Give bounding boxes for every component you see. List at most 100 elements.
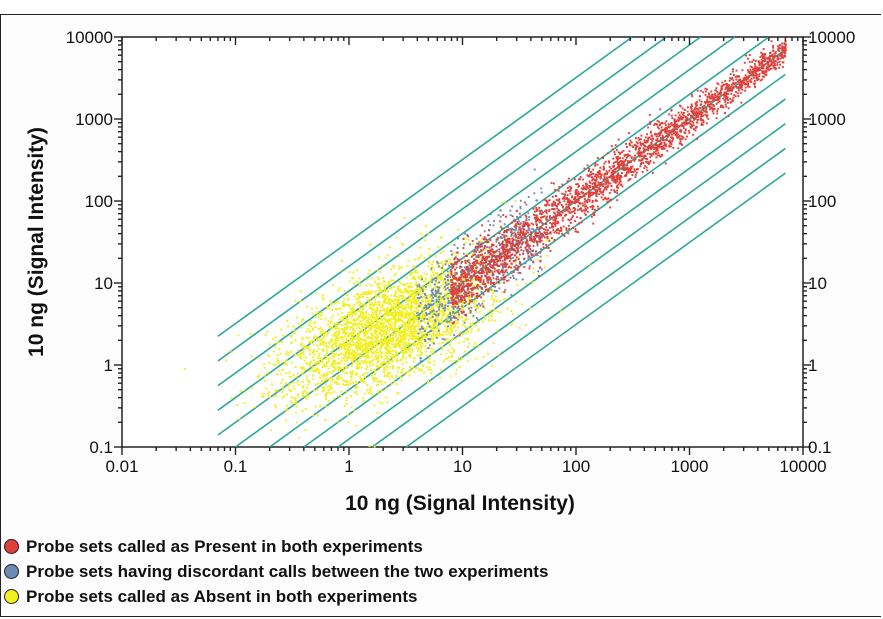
absent-point (357, 315, 360, 317)
present-point (458, 334, 461, 337)
absent-point (428, 319, 431, 322)
discordant-point (497, 269, 500, 271)
absent-point (364, 343, 367, 346)
absent-point (387, 312, 389, 315)
absent-point (290, 334, 293, 337)
absent-point (396, 360, 398, 363)
absent-point (394, 321, 397, 324)
absent-point (402, 353, 405, 356)
discordant-point (499, 236, 502, 239)
absent-point (382, 326, 385, 329)
absent-point (355, 366, 358, 369)
absent-point (318, 372, 321, 375)
present-point (610, 198, 612, 201)
absent-point (317, 356, 319, 359)
present-point (478, 278, 481, 281)
present-point (527, 231, 529, 234)
absent-point (386, 314, 389, 317)
absent-point (433, 286, 436, 289)
discordant-point (475, 237, 478, 240)
absent-point (404, 307, 407, 310)
discordant-point (467, 261, 470, 263)
absent-point (368, 389, 371, 391)
absent-point (449, 341, 452, 343)
present-point (669, 145, 672, 148)
discordant-point (503, 234, 506, 237)
absent-point (345, 403, 348, 405)
present-point (511, 232, 514, 235)
discordant-point (438, 303, 441, 306)
absent-point (438, 293, 441, 295)
present-point (473, 250, 476, 253)
absent-point (423, 310, 426, 313)
absent-point (363, 372, 366, 375)
absent-point (350, 353, 353, 356)
present-point (748, 54, 751, 56)
absent-point (370, 315, 373, 318)
absent-point (393, 325, 396, 328)
absent-point (386, 310, 389, 312)
present-point (584, 209, 586, 212)
absent-point (388, 320, 391, 323)
absent-point (394, 317, 397, 320)
discordant-point (485, 270, 488, 273)
discordant-point (448, 301, 451, 304)
present-point (479, 243, 482, 246)
discordant-point (537, 270, 540, 273)
present-point (747, 84, 749, 87)
absent-point (302, 318, 305, 320)
present-point (694, 106, 697, 109)
absent-point (323, 340, 326, 343)
present-point (642, 156, 645, 159)
absent-point (401, 315, 404, 317)
absent-point (395, 346, 397, 348)
absent-point (358, 277, 361, 280)
absent-point (372, 363, 375, 366)
absent-point (388, 313, 390, 316)
absent-point (338, 343, 341, 346)
discordant-point (530, 259, 532, 262)
present-point (475, 262, 478, 264)
discordant-point (422, 290, 424, 293)
absent-point (531, 281, 534, 284)
absent-point (334, 328, 337, 330)
absent-point (445, 333, 448, 336)
discordant-point (452, 306, 455, 309)
absent-point (361, 306, 364, 309)
absent-point (450, 323, 453, 326)
absent-point (356, 327, 359, 330)
present-point (590, 194, 593, 197)
present-point (548, 210, 550, 213)
present-point (542, 211, 544, 214)
absent-point (397, 287, 400, 290)
present-point (538, 274, 540, 277)
absent-point (351, 336, 354, 338)
discordant-point (509, 227, 512, 230)
absent-point (368, 269, 371, 272)
absent-point (346, 356, 349, 359)
present-point (546, 201, 549, 204)
absent-point (345, 326, 348, 329)
absent-point (406, 319, 409, 322)
discordant-point (539, 255, 542, 258)
discordant-point (423, 338, 426, 341)
present-point (660, 154, 663, 157)
absent-point (301, 338, 304, 341)
absent-point (377, 356, 380, 359)
present-point (706, 114, 708, 117)
discordant-point (481, 268, 484, 271)
present-point (645, 158, 648, 161)
absent-point (361, 355, 364, 358)
absent-point (342, 379, 345, 382)
absent-point (366, 321, 369, 323)
absent-point (441, 260, 443, 263)
absent-point (394, 292, 397, 294)
absent-point (383, 341, 386, 344)
absent-point (409, 317, 412, 320)
present-point (574, 228, 577, 230)
discordant-point (519, 199, 522, 202)
present-point (468, 292, 470, 295)
discordant-point (435, 310, 438, 313)
absent-point (421, 331, 424, 334)
discordant-point (449, 312, 452, 314)
